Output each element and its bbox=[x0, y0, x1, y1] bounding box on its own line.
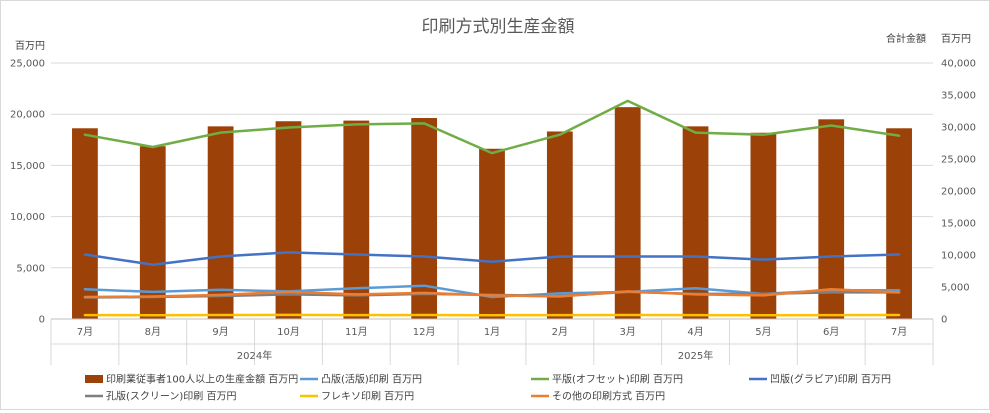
legend-label: その他の印刷方式 百万円 bbox=[552, 390, 665, 403]
x-group-label: 2024年 bbox=[237, 349, 272, 362]
bar bbox=[479, 149, 505, 319]
x-tick-label: 8月 bbox=[145, 326, 161, 338]
x-tick-label: 2月 bbox=[552, 326, 568, 338]
y-left-tick-label: 15,000 bbox=[10, 161, 45, 172]
chart-title: 印刷方式別生産金額 bbox=[422, 17, 575, 37]
bar bbox=[547, 131, 573, 319]
y-left-tick-label: 20,000 bbox=[10, 110, 45, 121]
y-right-tick-label: 35,000 bbox=[941, 91, 976, 102]
left-axis-unit: 百万円 bbox=[15, 40, 45, 52]
y-left-tick-label: 0 bbox=[39, 315, 45, 326]
legend-label: 凸版(活版)印刷 百万円 bbox=[321, 373, 422, 386]
y-right-tick-label: 15,000 bbox=[941, 219, 976, 230]
x-tick-label: 9月 bbox=[212, 326, 228, 338]
x-group-label: 2025年 bbox=[678, 349, 713, 362]
x-tick-label: 3月 bbox=[620, 326, 636, 338]
right-axis-label: 合計金額 bbox=[886, 32, 926, 45]
y-left-tick-label: 10,000 bbox=[10, 212, 45, 223]
x-tick-label: 11月 bbox=[345, 326, 368, 338]
y-right-tick-label: 25,000 bbox=[941, 155, 976, 166]
x-tick-label: 7月 bbox=[891, 326, 907, 338]
y-right-tick-label: 10,000 bbox=[941, 251, 976, 262]
bar bbox=[750, 133, 776, 319]
right-axis-unit: 百万円 bbox=[941, 33, 971, 45]
bar bbox=[276, 121, 302, 319]
legend-label: 印刷業従事者100人以上の生産金額 百万円 bbox=[106, 373, 298, 386]
y-left-tick-label: 5,000 bbox=[16, 263, 45, 274]
legend: 印刷業従事者100人以上の生産金額 百万円 凸版(活版)印刷 百万円 平版(オフセッ… bbox=[85, 373, 891, 403]
legend-swatch bbox=[85, 375, 103, 383]
x-tick-label: 1月 bbox=[484, 326, 500, 338]
x-tick-label: 10月 bbox=[277, 326, 300, 338]
x-tick-label: 5月 bbox=[755, 326, 771, 338]
x-tick-label: 12月 bbox=[413, 326, 436, 338]
legend-label: 凹版(グラビア)印刷 百万円 bbox=[770, 373, 891, 386]
bar bbox=[615, 107, 641, 319]
y-right-tick-label: 0 bbox=[941, 315, 947, 326]
x-tick-label: 7月 bbox=[77, 326, 93, 338]
y-left-tick-label: 25,000 bbox=[10, 59, 45, 70]
legend-label: フレキソ印刷 百万円 bbox=[321, 391, 414, 403]
y-right-tick-label: 30,000 bbox=[941, 123, 976, 134]
x-tick-label: 4月 bbox=[687, 326, 703, 338]
bar-series bbox=[72, 107, 912, 319]
series-line bbox=[85, 101, 899, 153]
x-tick-label: 6月 bbox=[823, 326, 839, 338]
y-right-tick-label: 40,000 bbox=[941, 59, 976, 70]
y-right-tick-label: 5,000 bbox=[941, 283, 970, 294]
y-right-tick-label: 20,000 bbox=[941, 187, 976, 198]
legend-label: 平版(オフセット)印刷 百万円 bbox=[552, 373, 683, 386]
legend-label: 孔版(スクリーン)印刷 百万円 bbox=[106, 390, 236, 403]
bar bbox=[411, 118, 437, 319]
